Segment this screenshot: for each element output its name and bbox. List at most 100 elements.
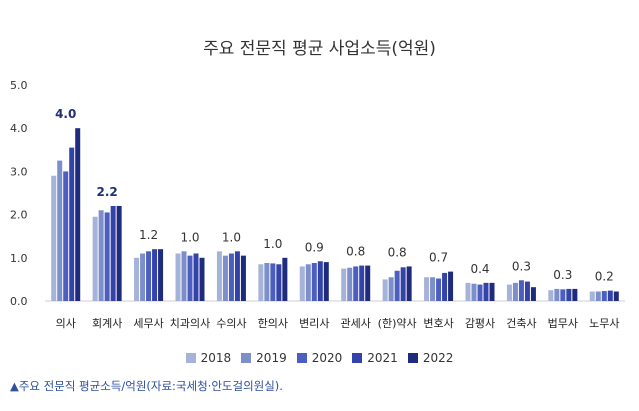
bar-2022 — [116, 205, 122, 301]
bar-2018 — [92, 216, 98, 301]
bar-2021 — [152, 249, 158, 301]
bar-2021 — [400, 267, 406, 301]
category-label: 감평사 — [465, 317, 495, 330]
bar-2020 — [228, 253, 234, 301]
y-tick-label: 1.0 — [10, 252, 28, 265]
bar-2018 — [341, 268, 347, 301]
bar-2020 — [104, 212, 110, 301]
bar-2018 — [216, 251, 222, 301]
bar-2020 — [394, 270, 400, 301]
bar-2021 — [317, 261, 323, 301]
y-tick-label: 5.0 — [10, 79, 28, 92]
legend-swatch — [407, 353, 418, 363]
bar-2022 — [530, 287, 536, 301]
bar-2021 — [234, 251, 240, 301]
bar-2022 — [323, 262, 329, 301]
bar-2022 — [572, 288, 578, 301]
bar-2021 — [607, 290, 613, 301]
bar-2019 — [554, 288, 560, 301]
chart-title: 주요 전문직 평균 사업소득(억원) — [203, 39, 436, 59]
bar-2020 — [601, 291, 607, 301]
bar-2018 — [424, 277, 430, 301]
legend-swatch — [241, 353, 252, 363]
data-label: 0.3 — [512, 259, 531, 273]
data-label: 1.2 — [139, 228, 158, 242]
legend-swatch — [185, 353, 196, 363]
bar-2019 — [430, 277, 436, 301]
bar-2022 — [240, 255, 246, 301]
bar-2019 — [181, 251, 187, 301]
data-label: 2.2 — [97, 185, 118, 199]
bar-2021 — [110, 205, 116, 301]
legend-item-2019: 2019 — [241, 351, 287, 365]
category-label: 회계사 — [92, 317, 122, 330]
data-label: 1.0 — [180, 230, 199, 244]
y-tick-label: 3.0 — [10, 165, 28, 178]
category-label: 건축사 — [506, 317, 536, 330]
bar-2020 — [146, 251, 152, 301]
bar-2021 — [524, 281, 530, 301]
legend-label: 2019 — [256, 351, 287, 365]
bar-2021 — [359, 265, 365, 301]
category-label: 변리사 — [299, 317, 329, 330]
bar-2021 — [276, 264, 282, 301]
bar-2019 — [140, 253, 146, 301]
bar-2020 — [518, 280, 524, 301]
y-tick-label: 2.0 — [10, 209, 28, 222]
legend-item-2021: 2021 — [352, 351, 398, 365]
bar-2018 — [465, 282, 471, 301]
legend-label: 2018 — [200, 351, 232, 365]
bar-2021 — [69, 147, 75, 301]
legend-swatch — [352, 353, 363, 363]
bar-2022 — [199, 257, 205, 301]
bar-2022 — [75, 128, 81, 301]
bar-2019 — [264, 262, 270, 301]
bar-2018 — [51, 175, 57, 301]
bar-2018 — [299, 266, 305, 301]
bar-2018 — [548, 290, 554, 301]
bar-2020 — [311, 262, 317, 301]
bar-2020 — [477, 284, 483, 301]
bar-2022 — [282, 257, 288, 301]
bar-2021 — [193, 253, 199, 301]
legend: 2018 2019 2020 2021 2022 — [0, 351, 639, 365]
bar-2019 — [512, 282, 518, 301]
bar-2018 — [258, 264, 264, 301]
category-label: (한)약사 — [378, 316, 417, 330]
bar-2019 — [388, 277, 394, 301]
legend-label: 2021 — [367, 351, 398, 365]
legend-label: 2020 — [311, 351, 343, 365]
bar-2018 — [382, 279, 388, 301]
bar-2022 — [158, 249, 164, 301]
data-label: 0.2 — [595, 270, 614, 284]
bar-2019 — [471, 283, 477, 301]
category-label: 법무사 — [548, 317, 578, 330]
bar-2020 — [270, 263, 276, 301]
data-label: 0.4 — [470, 262, 489, 276]
legend-item-2022: 2022 — [407, 351, 454, 365]
data-label: 0.8 — [388, 245, 407, 259]
category-label: 의사 — [56, 317, 76, 330]
legend-item-2020: 2020 — [296, 351, 343, 365]
data-label: 0.3 — [553, 268, 572, 282]
data-label: 0.8 — [346, 245, 365, 259]
data-label: 0.9 — [305, 240, 324, 254]
bar-2019 — [98, 210, 104, 301]
category-label: 세무사 — [133, 317, 163, 330]
bar-2021 — [566, 288, 572, 301]
category-label: 한의사 — [258, 317, 288, 330]
bar-2018 — [175, 253, 181, 301]
bar-2019 — [595, 291, 601, 301]
bar-2022 — [406, 266, 412, 301]
bar-2019 — [222, 255, 228, 301]
bar-2019 — [305, 264, 311, 301]
category-label: 치과의사 — [170, 317, 210, 330]
category-label: 변호사 — [423, 317, 453, 330]
y-tick-label: 4.0 — [10, 122, 28, 135]
legend-label: 2022 — [422, 351, 454, 365]
data-label: 1.0 — [222, 230, 241, 244]
bar-2020 — [560, 289, 566, 301]
bar-2021 — [442, 272, 448, 301]
